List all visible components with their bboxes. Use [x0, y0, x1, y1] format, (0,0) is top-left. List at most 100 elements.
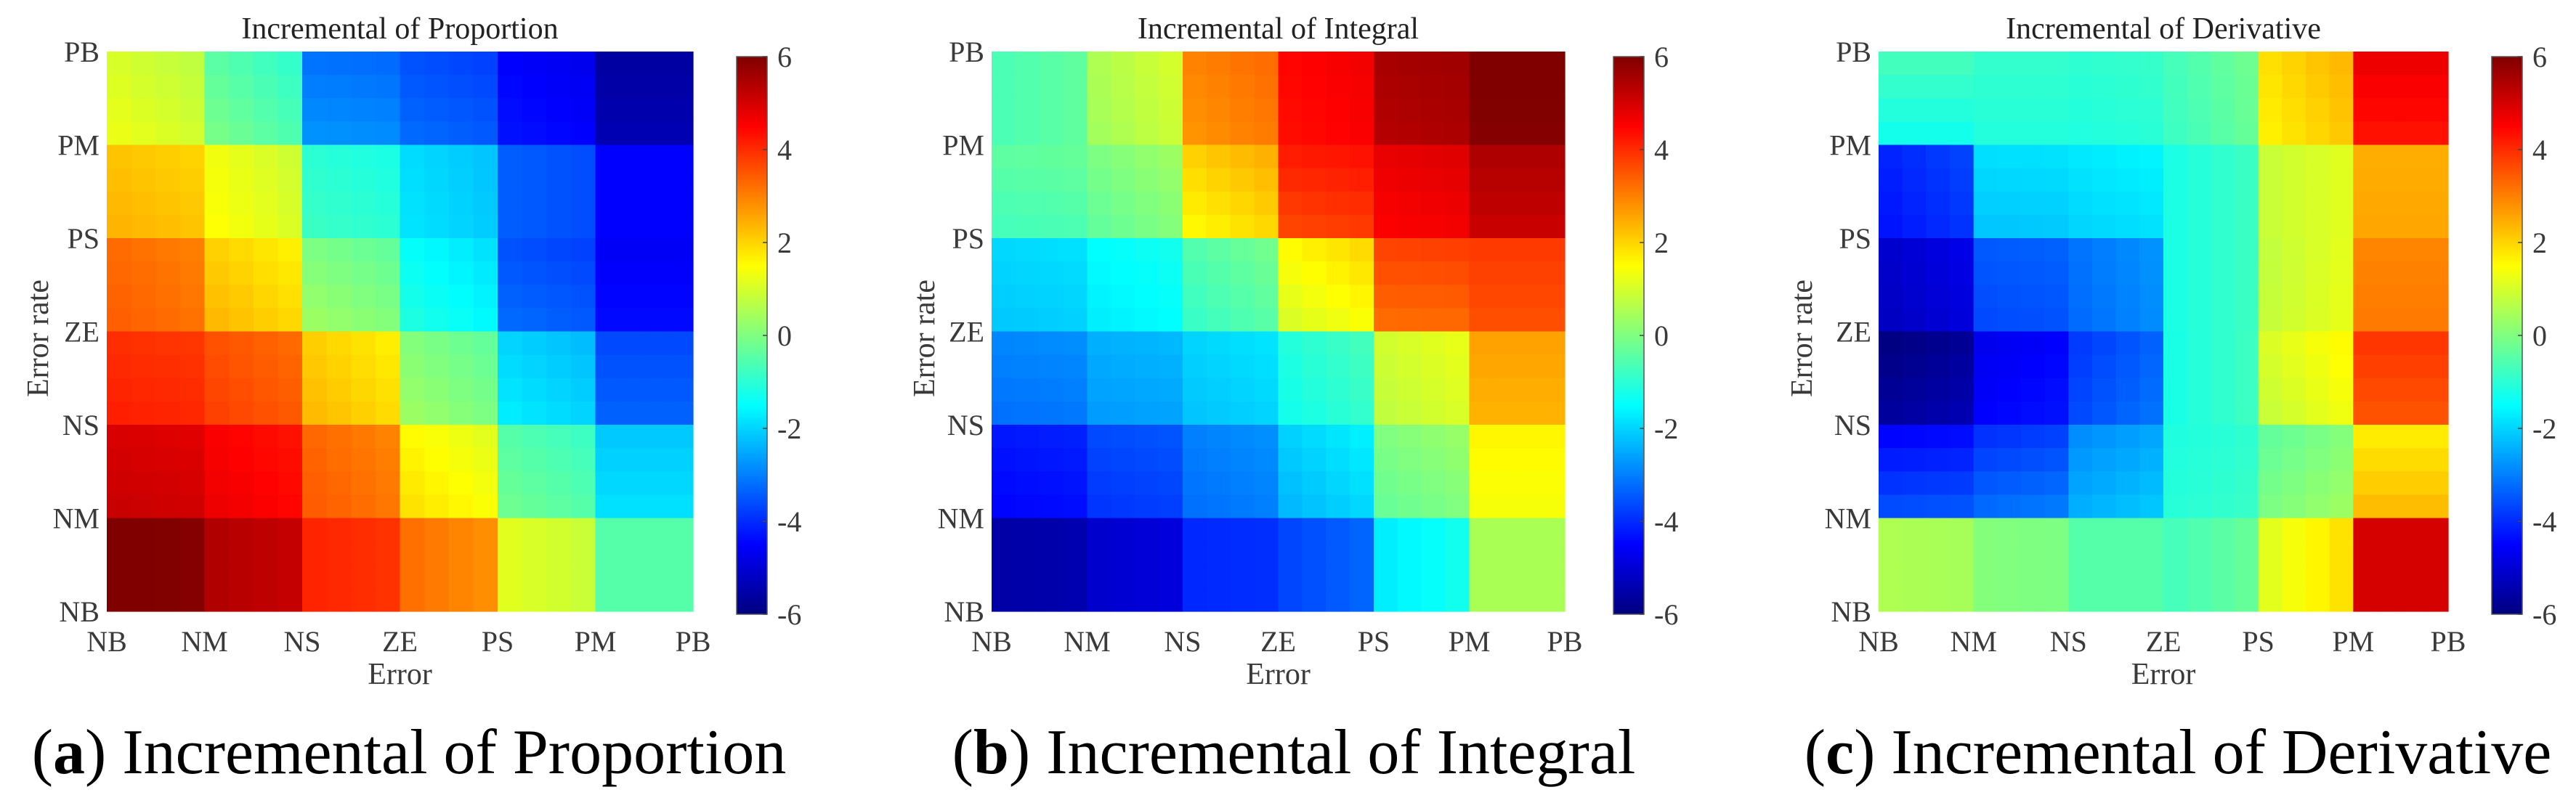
heatmap-cell-fragment: [1997, 214, 2022, 239]
heatmap-cell-fragment: [1421, 168, 1446, 192]
heatmap-cell-fragment: [2211, 52, 2235, 76]
heatmap-cell-fragment: [1541, 494, 1566, 519]
heatmap-cell-fragment: [1230, 587, 1255, 612]
heatmap-cell-fragment: [2282, 378, 2306, 402]
y-tick-label: NS: [947, 409, 984, 441]
heatmap-cell-fragment: [253, 587, 278, 612]
heatmap-cell-fragment: [2258, 425, 2283, 449]
heatmap-cell-fragment: [204, 354, 230, 379]
heatmap-cell-fragment: [1397, 191, 1422, 216]
heatmap-cell-fragment: [1087, 168, 1111, 192]
heatmap-cell-fragment: [204, 121, 230, 146]
heatmap-cell-fragment: [1397, 75, 1422, 99]
heatmap-cell-fragment: [2068, 98, 2093, 122]
heatmap-cell-fragment: [1230, 471, 1255, 495]
heatmap-cell-fragment: [620, 425, 645, 449]
heatmap-cell-fragment: [570, 564, 596, 589]
heatmap-cell-fragment: [522, 52, 547, 76]
heatmap-cell-fragment: [2139, 308, 2164, 333]
heatmap-cell-fragment: [1230, 425, 1255, 449]
heatmap-cell-fragment: [1087, 121, 1111, 146]
heatmap-cell-fragment: [1159, 285, 1183, 309]
heatmap-cell-fragment: [2163, 52, 2188, 76]
heatmap-cell-fragment: [448, 354, 474, 379]
heatmap-cell-fragment: [2377, 261, 2402, 285]
heatmap-cell-fragment: [498, 587, 523, 612]
heatmap-cell-fragment: [1230, 191, 1255, 216]
heatmap-cell-fragment: [2044, 308, 2069, 333]
heatmap-cell-fragment: [400, 285, 425, 309]
heatmap-cell-fragment: [1350, 121, 1374, 146]
heatmap-cell-fragment: [1950, 168, 1974, 192]
heatmap-cell-fragment: [1374, 564, 1398, 589]
heatmap-cell-fragment: [375, 494, 401, 519]
heatmap-cell-fragment: [2092, 518, 2117, 542]
heatmap-cell-fragment: [1039, 191, 1064, 216]
heatmap-cell-fragment: [302, 448, 328, 472]
y-axis-label: Error rate: [908, 280, 941, 397]
heatmap-cell-fragment: [2400, 354, 2425, 379]
heatmap-cell-fragment: [1517, 587, 1542, 612]
heatmap-cell-fragment: [668, 261, 694, 285]
heatmap-cell-fragment: [1159, 168, 1183, 192]
heatmap-cell-fragment: [2424, 285, 2449, 309]
heatmap-cell: [1278, 331, 1374, 425]
heatmap-cell-fragment: [2258, 168, 2283, 192]
colorbar-tick-label: 6: [777, 41, 792, 73]
heatmap-cell-fragment: [1135, 98, 1159, 122]
heatmap-cell-fragment: [1997, 471, 2022, 495]
heatmap-cell-fragment: [1183, 308, 1207, 333]
heatmap-cell-fragment: [1445, 238, 1470, 262]
heatmap-cell-fragment: [2163, 331, 2188, 356]
heatmap-cell-fragment: [204, 168, 230, 192]
heatmap-cell-fragment: [1254, 401, 1279, 425]
heatmap-cell-fragment: [2235, 308, 2259, 333]
heatmap-cell-fragment: [1087, 238, 1111, 262]
heatmap-cell-fragment: [179, 285, 206, 309]
heatmap-cell-fragment: [2115, 238, 2140, 262]
heatmap-cell-fragment: [1541, 378, 1566, 402]
heatmap-cell-fragment: [2092, 121, 2117, 146]
heatmap-cell-fragment: [2258, 564, 2283, 589]
heatmap-cell-fragment: [1469, 214, 1494, 239]
heatmap-cell-fragment: [2021, 168, 2046, 192]
heatmap-cell-fragment: [2211, 378, 2235, 402]
heatmap-cell-fragment: [546, 494, 572, 519]
heatmap-cell-fragment: [1230, 448, 1255, 472]
heatmap-cell-fragment: [2424, 354, 2449, 379]
heatmap-cell-fragment: [2187, 564, 2211, 589]
heatmap-cell-fragment: [2306, 52, 2330, 76]
heatmap-cell-fragment: [2211, 191, 2235, 216]
heatmap-cell-fragment: [107, 564, 132, 589]
heatmap-cell-fragment: [131, 448, 156, 472]
heatmap-cell-fragment: [1950, 518, 1974, 542]
heatmap-cell-fragment: [1517, 518, 1542, 542]
heatmap-cell-fragment: [204, 191, 230, 216]
heatmap-cell-fragment: [1397, 331, 1422, 356]
heatmap-cell-fragment: [1063, 75, 1088, 99]
heatmap-cell-fragment: [351, 448, 376, 472]
heatmap-cell-fragment: [131, 587, 156, 612]
heatmap-cell-fragment: [375, 168, 401, 192]
heatmap-cell-fragment: [498, 52, 523, 76]
heatmap-cell-fragment: [2139, 331, 2164, 356]
heatmap-cell-fragment: [1421, 75, 1446, 99]
heatmap-cell-fragment: [1039, 214, 1064, 239]
heatmap-cell-fragment: [326, 238, 352, 262]
heatmap-cell-fragment: [375, 238, 401, 262]
heatmap-cell-fragment: [1493, 214, 1518, 239]
heatmap-cell-fragment: [1183, 541, 1207, 566]
heatmap-cell-fragment: [2377, 144, 2402, 169]
heatmap-cell-fragment: [644, 285, 669, 309]
heatmap-cell-fragment: [2400, 121, 2425, 146]
heatmap-cell-fragment: [2021, 331, 2046, 356]
heatmap-cell-fragment: [570, 378, 596, 402]
heatmap-cell-fragment: [2377, 541, 2402, 566]
heatmap-cell-fragment: [155, 494, 181, 519]
heatmap-cell-fragment: [2068, 238, 2093, 262]
heatmap-cell-fragment: [1445, 448, 1470, 472]
heatmap-cell-fragment: [1183, 378, 1207, 402]
heatmap-cell-fragment: [1326, 261, 1350, 285]
heatmap-cell-fragment: [2424, 214, 2449, 239]
heatmap-cell-fragment: [2115, 261, 2140, 285]
